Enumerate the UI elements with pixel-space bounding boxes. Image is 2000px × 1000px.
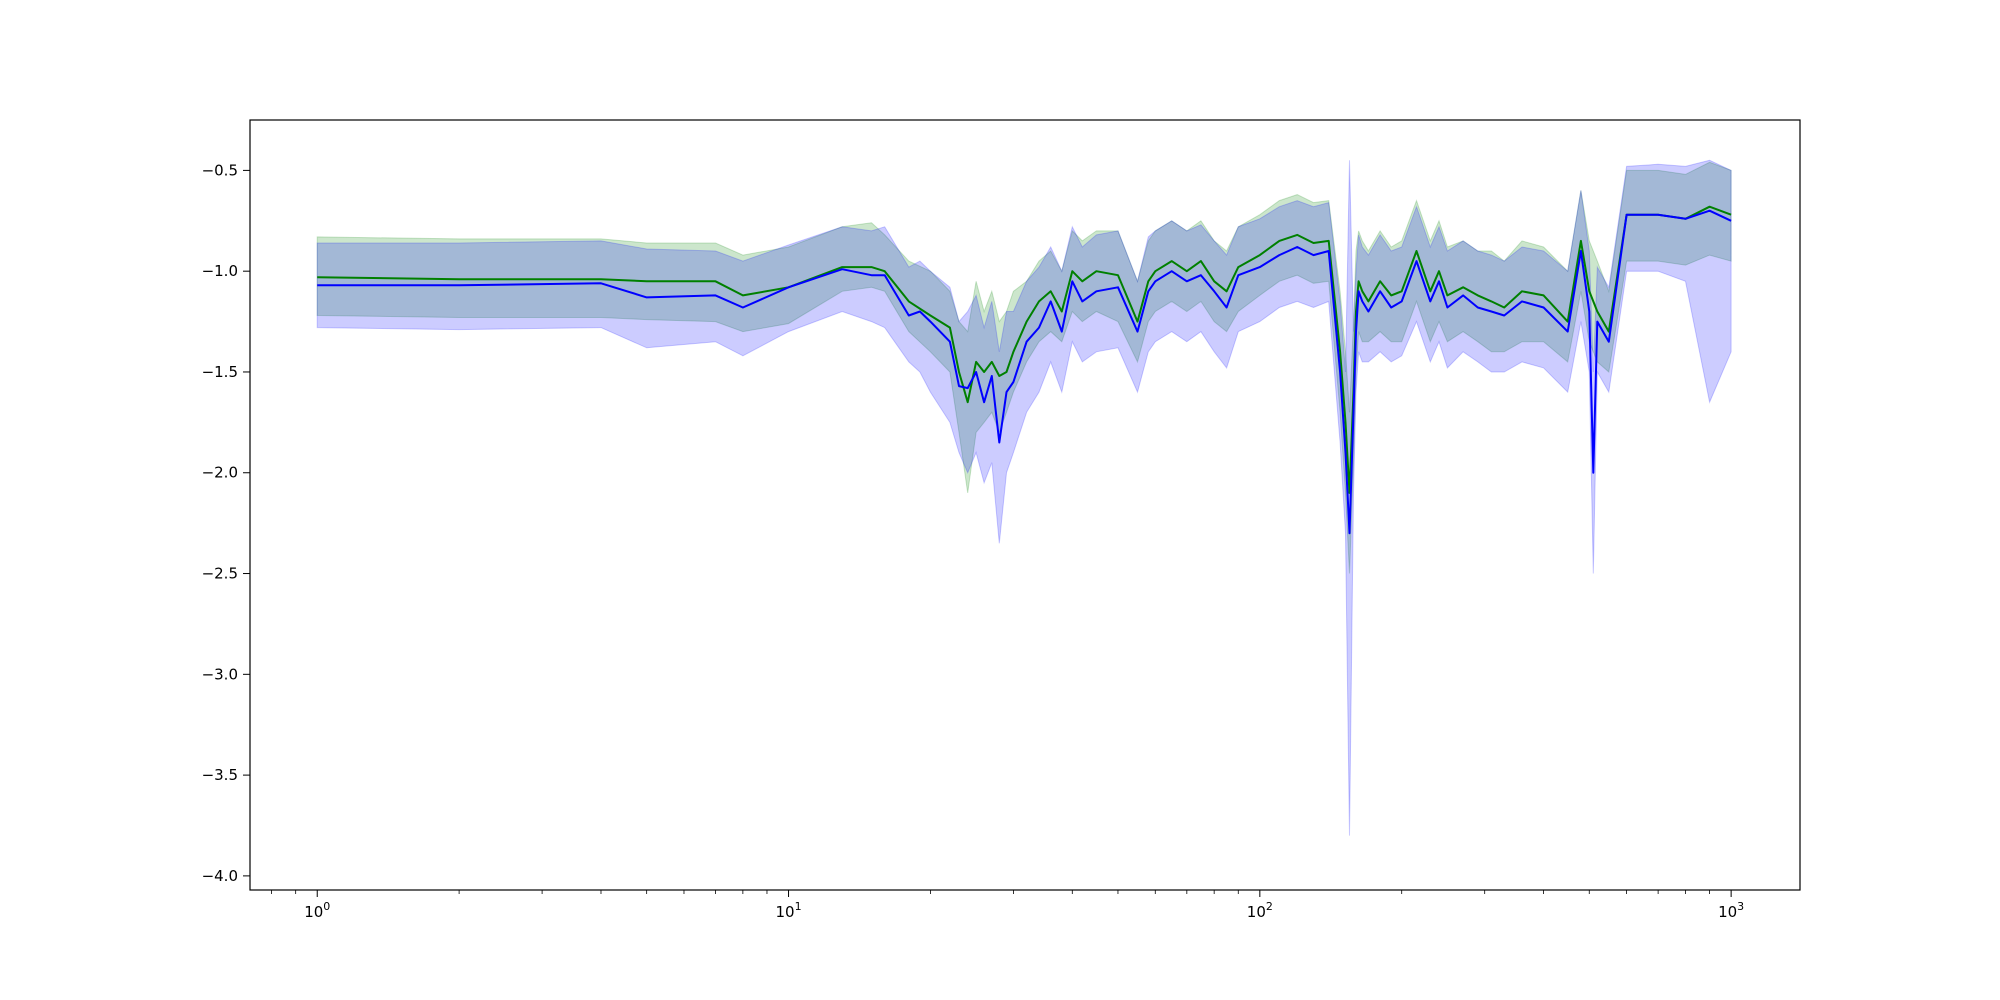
y-tick-label: −2.5 bbox=[202, 565, 238, 583]
y-tick-label: −1.5 bbox=[202, 363, 238, 381]
series-1-line bbox=[317, 205, 1732, 494]
y-tick-label: −4.0 bbox=[202, 867, 238, 885]
y-tick-label: −2.0 bbox=[202, 464, 238, 482]
series-2-band bbox=[316, 159, 1732, 836]
series-1-band bbox=[316, 161, 1732, 574]
x-axis: 100 101 102 103 bbox=[271, 890, 1744, 921]
series-lines bbox=[317, 205, 1732, 535]
x-tick-label: 100 bbox=[304, 900, 330, 921]
x-tick-label: 101 bbox=[775, 900, 801, 921]
y-axis: −0.5 −1.0 −1.5 −2.0 −2.5 −3.0 −3.5 −4.0 bbox=[202, 161, 250, 885]
x-tick-label: 103 bbox=[1718, 900, 1744, 921]
y-tick-label: −3.0 bbox=[202, 665, 238, 683]
y-tick-label: −3.5 bbox=[202, 766, 238, 784]
y-tick-label: −0.5 bbox=[202, 161, 238, 179]
x-tick-label: 102 bbox=[1247, 900, 1273, 921]
plot-frame bbox=[249, 119, 1801, 891]
y-tick-label: −1.0 bbox=[202, 262, 238, 280]
series-2-line bbox=[317, 209, 1732, 535]
confidence-bands bbox=[316, 159, 1732, 836]
